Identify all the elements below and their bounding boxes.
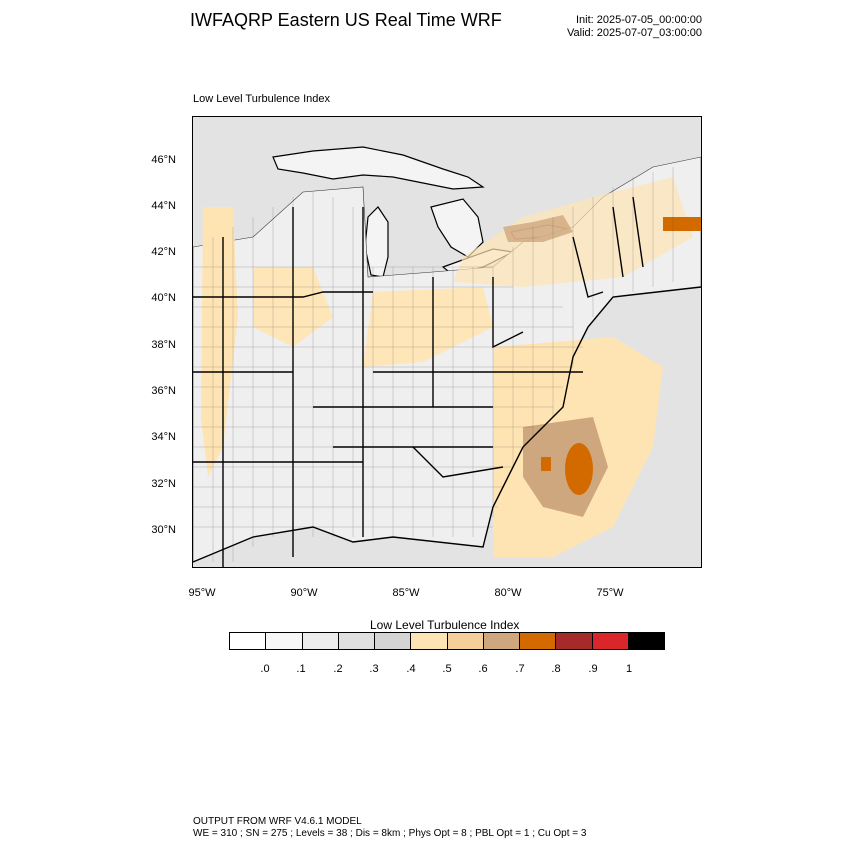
colorbar-label: .4: [406, 663, 416, 675]
colorbar-swatch: [628, 633, 664, 649]
lat-label: 32°N: [151, 478, 176, 490]
colorbar-swatch: [556, 633, 593, 649]
colorbar-label: .6: [478, 663, 488, 675]
lon-label: 80°W: [494, 587, 522, 599]
colorbar-swatch: [447, 633, 484, 649]
colorbar-label: .9: [588, 663, 598, 675]
colorbar-label: .3: [369, 663, 379, 675]
colorbar-swatch: [592, 633, 629, 649]
plot-title: IWFAQRP Eastern US Real Time WRF: [190, 10, 502, 30]
lat-label: 44°N: [151, 200, 176, 212]
coastline: [193, 286, 701, 563]
colorbar-swatch: [338, 633, 375, 649]
map-canvas: [193, 117, 701, 567]
footer-line-2: WE = 310 ; SN = 275 ; Levels = 38 ; Dis …: [193, 828, 587, 839]
colorbar-label: .2: [333, 663, 343, 675]
colorbar-title: Low Level Turbulence Index: [370, 618, 520, 632]
colorbar-label: .0: [260, 663, 270, 675]
state-borders: [193, 196, 644, 567]
colorbar-label: .1: [296, 663, 306, 675]
turbulence-core-small: [541, 457, 551, 471]
lon-label: 85°W: [392, 587, 420, 599]
lat-label: 42°N: [151, 246, 176, 258]
lat-label: 46°N: [151, 154, 176, 166]
turbulence-core-offshore: [565, 443, 593, 495]
colorbar-label: .5: [442, 663, 452, 675]
colorbar-label: 1: [625, 663, 633, 675]
turbulence-core-ne: [663, 217, 701, 231]
colorbar-swatch: [483, 633, 520, 649]
colorbar-swatch: [266, 633, 303, 649]
lat-label: 30°N: [151, 524, 176, 536]
valid-time: Valid: 2025-07-07_03:00:00: [567, 27, 702, 39]
map-subtitle: Low Level Turbulence Index: [193, 93, 330, 105]
init-time: Init: 2025-07-05_00:00:00: [576, 14, 702, 26]
lat-label: 34°N: [151, 431, 176, 443]
lon-label: 75°W: [596, 587, 624, 599]
time-info: Init: 2025-07-05_00:00:00 Valid: 2025-07…: [567, 14, 702, 40]
colorbar-swatch: [230, 633, 267, 649]
colorbar-swatch: [411, 633, 448, 649]
footer-line-1: OUTPUT FROM WRF V4.6.1 MODEL: [193, 816, 362, 827]
lon-label: 95°W: [188, 587, 216, 599]
colorbar-swatch: [375, 633, 412, 649]
colorbar-label: .7: [515, 663, 525, 675]
colorbar-swatch: [520, 633, 557, 649]
lake-superior: [272, 146, 485, 190]
lat-label: 40°N: [151, 292, 176, 304]
model-footer: OUTPUT FROM WRF V4.6.1 MODEL WE = 310 ; …: [193, 816, 586, 840]
turbulence-zone-ny: [503, 215, 573, 242]
lat-label: 38°N: [151, 339, 176, 351]
colorbar-label: .8: [551, 663, 561, 675]
map-panel: [192, 116, 702, 568]
lat-label: 36°N: [151, 385, 176, 397]
colorbar: [229, 632, 665, 650]
colorbar-swatch: [302, 633, 339, 649]
lon-label: 90°W: [290, 587, 318, 599]
turbulence-zone-west: [201, 207, 238, 477]
